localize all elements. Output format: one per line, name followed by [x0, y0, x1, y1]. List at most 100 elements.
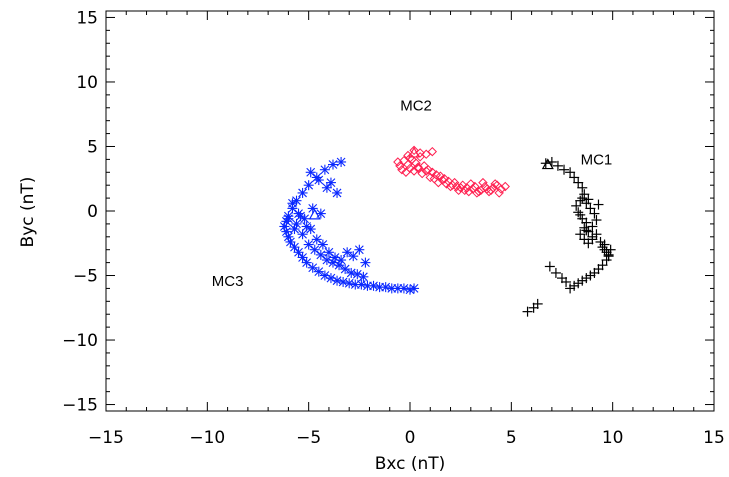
asterisk-marker [322, 183, 332, 193]
asterisk-marker [320, 271, 330, 280]
asterisk-marker [286, 237, 295, 247]
diamond-marker [427, 146, 438, 157]
asterisk-marker [284, 214, 293, 224]
asterisk-marker [296, 211, 305, 221]
data-markers [279, 145, 616, 317]
triangle-marker [308, 208, 321, 220]
diamond-marker [496, 184, 506, 194]
asterisk-marker [354, 245, 364, 255]
y-tick-label: 5 [87, 137, 98, 157]
asterisk-marker [279, 222, 289, 231]
asterisk-marker [320, 165, 330, 175]
asterisk-marker [328, 160, 338, 169]
x-tick-label: −5 [296, 428, 321, 448]
x-tick-label: −10 [189, 428, 225, 448]
asterisk-marker [298, 188, 307, 198]
diamond-marker [413, 162, 423, 172]
asterisk-marker [336, 157, 346, 167]
diamond-marker [457, 180, 468, 190]
series-label-mc2: MC2 [400, 97, 432, 114]
asterisk-marker [308, 263, 318, 273]
diamond-marker [470, 181, 480, 192]
x-tick-label: 10 [602, 428, 624, 448]
asterisk-marker [342, 247, 352, 257]
asterisk-marker [290, 224, 299, 234]
diamond-marker [494, 188, 504, 198]
diamond-marker [474, 186, 484, 197]
asterisk-marker [328, 258, 338, 268]
asterisk-marker [332, 188, 342, 198]
asterisk-marker [361, 258, 370, 268]
asterisk-marker [306, 167, 316, 177]
asterisk-marker [409, 284, 419, 293]
plot-frame [105, 10, 715, 412]
diamond-marker [439, 174, 450, 184]
asterisk-marker [314, 267, 324, 277]
y-tick-label: 15 [76, 8, 98, 28]
tick-labels: −15 −10 −5 0 5 10 15 −15 −10 −5 0 5 10 15 [62, 8, 725, 448]
asterisk-marker [288, 198, 297, 208]
diamond-marker [433, 177, 444, 188]
asterisk-marker [340, 264, 350, 274]
y-tick-label: −15 [62, 396, 98, 416]
diamond-marker [466, 179, 476, 189]
diamond-marker [478, 177, 488, 188]
diamond-marker [411, 158, 421, 168]
diamond-marker [405, 163, 415, 174]
asterisk-marker [304, 180, 314, 190]
asterisk-marker [300, 214, 310, 224]
asterisk-marker [310, 245, 320, 255]
diamond-marker [441, 179, 452, 189]
diamond-marker [464, 186, 474, 197]
y-tick-label: −10 [62, 331, 98, 351]
asterisk-marker [302, 222, 312, 231]
x-tick-label: 15 [703, 428, 725, 448]
asterisk-marker [322, 255, 332, 265]
asterisk-marker [292, 219, 301, 229]
diamond-marker [500, 181, 510, 192]
diamond-marker [490, 179, 500, 189]
series-label-mc1: MC1 [581, 152, 613, 169]
asterisk-marker [312, 234, 322, 244]
diamond-marker [403, 159, 413, 170]
diamond-marker [423, 165, 433, 175]
asterisk-marker [324, 247, 334, 257]
diamond-marker [421, 166, 431, 176]
diamond-marker [472, 188, 482, 198]
asterisk-marker [298, 229, 307, 239]
asterisk-marker [358, 272, 368, 282]
x-tick-label: −15 [88, 428, 124, 448]
y-tick-label: 10 [76, 73, 98, 93]
asterisk-marker [326, 273, 336, 283]
triangle-marker [541, 158, 554, 170]
tick-marks [105, 11, 715, 411]
diamond-marker [449, 177, 460, 188]
y-tick-label: 0 [87, 202, 98, 222]
triangle-marker [408, 146, 421, 158]
diamond-marker [409, 145, 419, 156]
asterisk-marker [318, 240, 328, 249]
asterisk-marker [326, 178, 336, 188]
y-axis-label: Byc (nT) [18, 177, 38, 248]
asterisk-marker [334, 260, 344, 270]
series-label-mc3: MC3 [212, 273, 244, 290]
diamond-marker [453, 185, 464, 196]
y-tick-label: −5 [73, 267, 98, 287]
asterisk-marker [352, 269, 362, 279]
x-axis-label: Bxc (nT) [375, 454, 446, 474]
diamond-marker [486, 185, 496, 196]
asterisk-marker [316, 250, 326, 260]
asterisk-marker [298, 253, 307, 262]
x-tick-label: 0 [405, 428, 416, 448]
diamond-marker [413, 163, 423, 174]
asterisk-marker [330, 253, 340, 262]
asterisk-marker [308, 204, 318, 213]
asterisk-marker [304, 240, 314, 249]
series-labels: MC1 MC2 MC3 [212, 97, 613, 289]
asterisk-marker [302, 258, 312, 268]
asterisk-marker [284, 232, 293, 242]
asterisk-marker [306, 224, 316, 234]
asterisk-marker [314, 175, 324, 185]
asterisk-marker [290, 242, 299, 252]
